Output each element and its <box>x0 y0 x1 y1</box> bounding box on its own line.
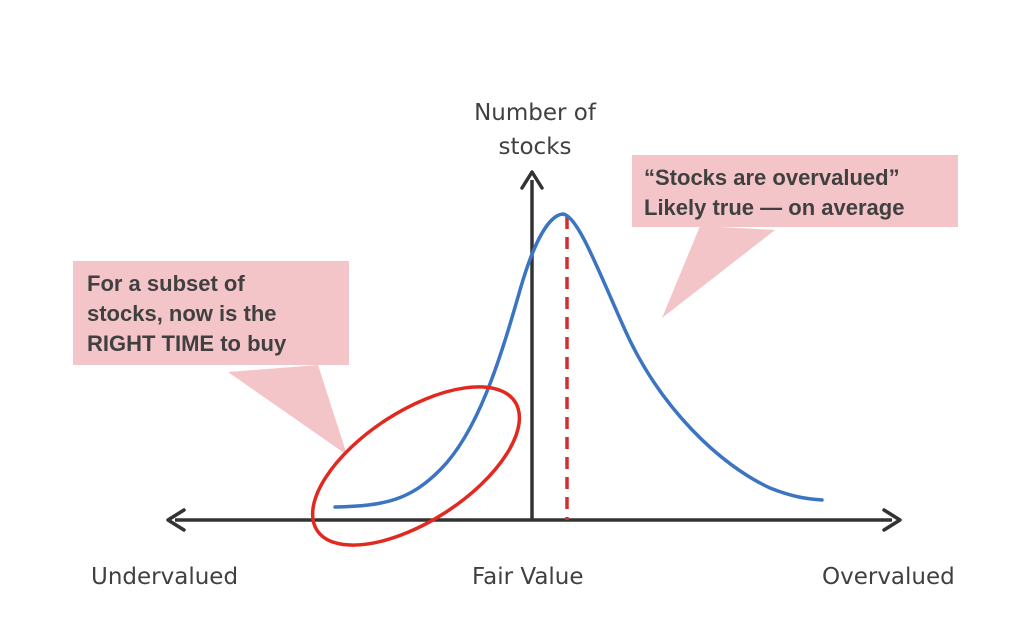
subset-callout-line-1: For a subset of <box>87 271 245 296</box>
overvalued-callout-line-2: Likely true — on average <box>644 195 905 220</box>
x-axis-label-fair-value: Fair Value <box>472 564 584 590</box>
undervalued-highlight-ellipse <box>310 385 522 547</box>
subset-callout-line-3: RIGHT TIME to buy <box>87 331 287 356</box>
distribution-curve <box>333 212 824 509</box>
overvalued-callout: “Stocks are overvalued” Likely true — on… <box>632 155 958 227</box>
subset-callout-line-2: stocks, now is the <box>87 301 277 326</box>
y-axis-arrowhead <box>520 170 544 190</box>
overvalued-callout-line-1: “Stocks are overvalued” <box>644 165 900 190</box>
x-axis-right-arrowhead <box>882 508 902 532</box>
subset-callout-pointer <box>228 365 347 455</box>
x-axis-label-overvalued: Overvalued <box>822 564 955 590</box>
x-axis-left-arrowhead <box>166 508 186 532</box>
subset-buy-callout: For a subset of stocks, now is the RIGHT… <box>73 261 349 365</box>
y-axis-label: Number of stocks <box>445 96 625 164</box>
y-axis-label-line-2: stocks <box>498 134 572 160</box>
x-axis-label-undervalued: Undervalued <box>91 564 239 590</box>
overvalued-callout-pointer <box>662 226 775 318</box>
y-axis-label-line-1: Number of <box>474 100 596 126</box>
